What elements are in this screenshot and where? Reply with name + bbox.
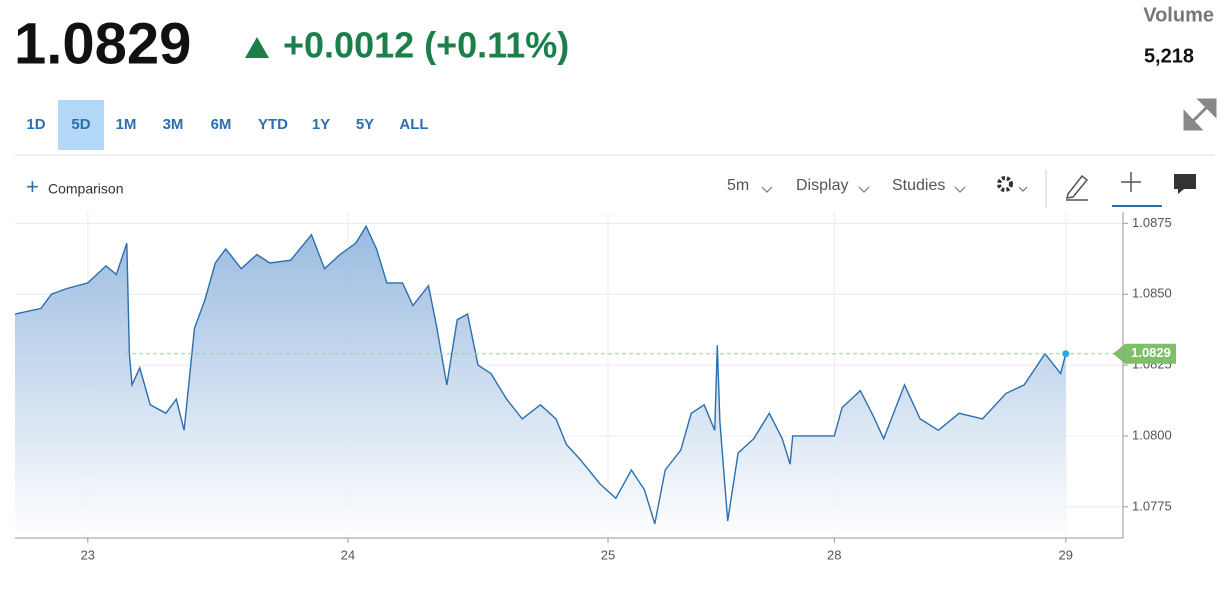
change: +0.0012 (+0.11%) — [283, 25, 569, 66]
expand-icon[interactable] — [1183, 98, 1217, 131]
interval[interactable]: 5m — [727, 177, 749, 194]
x-tick-label: 23 — [81, 547, 95, 562]
x-tick-label: 29 — [1059, 547, 1073, 562]
volume-label: Volume — [1143, 4, 1214, 26]
range-button[interactable]: 1Y — [312, 116, 330, 133]
x-tick-label: 25 — [601, 547, 615, 562]
draw-icon[interactable] — [1065, 174, 1089, 201]
comment-icon[interactable] — [1174, 174, 1196, 194]
plus-icon[interactable]: + — [26, 174, 39, 199]
chevrons — [761, 186, 1028, 193]
range-button[interactable]: YTD — [258, 116, 288, 133]
y-tick-label: 1.0875 — [1132, 215, 1172, 230]
y-tick-label: 1.0800 — [1132, 427, 1172, 442]
crosshair-icon[interactable] — [1121, 172, 1141, 192]
range-button[interactable]: 5D — [71, 116, 90, 133]
range-selected — [58, 100, 104, 150]
range-button[interactable]: 1M — [116, 116, 137, 133]
area-fill — [15, 226, 1066, 538]
x-tick-label: 28 — [827, 547, 841, 562]
last-price-tag — [1113, 343, 1176, 364]
range-button[interactable]: 5Y — [356, 116, 374, 133]
range-button[interactable]: 1D — [26, 116, 45, 133]
studies[interactable]: Studies — [892, 177, 945, 194]
range-buttons: 1D 5D 1M 3M 6M YTD 1Y 5Y ALL — [26, 116, 428, 133]
display[interactable]: Display — [796, 177, 848, 194]
range-button[interactable]: 6M — [211, 116, 232, 133]
range-button[interactable]: ALL — [399, 116, 428, 133]
volume: 5,218 — [1144, 45, 1194, 67]
price: 1.0829 — [14, 11, 191, 76]
up-arrow — [245, 37, 269, 58]
last-point — [1062, 350, 1070, 358]
range-button[interactable]: 3M — [163, 116, 184, 133]
comparison[interactable]: Comparison — [48, 181, 123, 197]
y-tick-label: 1.0850 — [1132, 286, 1172, 301]
last-price-label: 1.0829 — [1131, 345, 1171, 360]
y-tick-label: 1.0775 — [1132, 498, 1172, 513]
x-tick-label: 24 — [341, 547, 355, 562]
settings-icon[interactable] — [997, 176, 1013, 192]
price-line — [14, 224, 1067, 525]
